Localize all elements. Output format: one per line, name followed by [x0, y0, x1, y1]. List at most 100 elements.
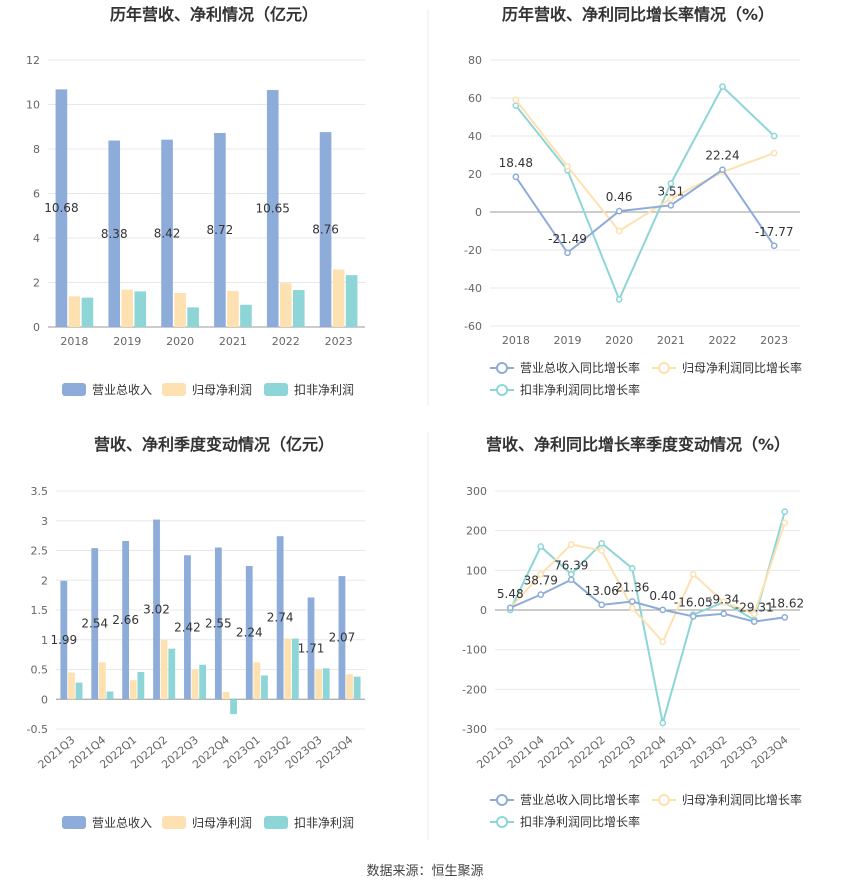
- y-tick-label: -60: [464, 320, 482, 333]
- y-tick-label: 300: [466, 485, 487, 498]
- series-line: [515, 84, 775, 302]
- data-label: -21.49: [548, 232, 587, 246]
- bar: [227, 290, 239, 327]
- legend-marker: [496, 362, 508, 374]
- data-point: [628, 565, 636, 572]
- bar: [91, 548, 99, 700]
- y-tick-label: 0: [41, 693, 48, 706]
- data-point: [512, 173, 520, 181]
- x-tick-label: 2021: [657, 334, 685, 347]
- annual-revenue-profit-chart: 历年营收、净利情况（亿元） 0 2 4 6 8 10 12 2018 2019 2020 2021 20…: [26, 5, 365, 397]
- legend-swatch: [264, 816, 288, 829]
- data-label: 2.66: [112, 613, 139, 627]
- y-tick-label: 20: [468, 168, 482, 181]
- bar: [266, 90, 279, 327]
- y-tick-label: 4: [33, 232, 40, 245]
- data-label: 2.54: [81, 617, 108, 631]
- y-tick-label: 200: [466, 525, 487, 538]
- legend-marker: [496, 816, 508, 828]
- y-tick-label: -40: [464, 282, 482, 295]
- data-label: 8.72: [207, 223, 234, 237]
- bar: [68, 672, 75, 700]
- y-tick-label: 6: [33, 188, 40, 201]
- bar: [121, 289, 134, 327]
- data-point: [750, 610, 758, 618]
- data-label: -16.05: [674, 595, 713, 609]
- quarterly-revenue-profit-chart: 营收、净利季度变动情况（亿元）-0.500.511.522.533.52021Q…: [27, 435, 365, 830]
- x-tick-label: 2022: [709, 334, 737, 347]
- bar: [174, 292, 186, 327]
- data-label: 2.42: [174, 620, 201, 634]
- data-point: [781, 614, 789, 621]
- y-tick-label: 0: [475, 206, 482, 219]
- data-point: [770, 242, 778, 250]
- legend-label: 扣非净利润同比增长率: [520, 814, 640, 829]
- data-point: [781, 508, 789, 515]
- y-tick-label: -200: [462, 683, 487, 696]
- bar: [315, 669, 323, 700]
- quarterly-growth-rate-chart: 营收、净利同比增长率季度变动情况（%） -300 -200 -100 0 100 200 30…: [462, 435, 804, 829]
- data-label: 1.99: [50, 633, 77, 647]
- data-label: 3.02: [143, 602, 170, 616]
- bar: [60, 580, 68, 700]
- chart-title: 营收、净利季度变动情况（亿元）: [94, 435, 334, 454]
- data-label: 38.79: [524, 574, 558, 588]
- y-tick-label: 2: [41, 574, 48, 587]
- data-point: [720, 598, 728, 606]
- data-point: [598, 547, 606, 554]
- legend-swatch: [162, 383, 186, 396]
- bar: [108, 140, 121, 327]
- data-label: 13.06: [585, 584, 619, 598]
- legend-marker: [496, 794, 508, 806]
- x-tick-label: 2023: [325, 335, 353, 348]
- x-tick-label: 2018: [502, 334, 530, 347]
- y-tick-label: 1: [41, 634, 48, 647]
- x-tick-label: 2018: [60, 335, 88, 348]
- y-tick-label: 2.5: [31, 545, 49, 558]
- data-label: -18.62: [765, 596, 804, 610]
- data-label: 8.38: [101, 227, 128, 241]
- y-tick-label: 1.5: [31, 604, 49, 617]
- annual-growth-rate-chart: 历年营收、净利同比增长率情况（%） -60 -40 -20 0 20 40 60 80 2018 2…: [464, 5, 802, 397]
- data-point: [719, 166, 726, 174]
- series-line: [509, 578, 785, 623]
- data-label: 0.46: [606, 190, 633, 204]
- y-tick-label: -300: [462, 723, 487, 736]
- data-point: [537, 543, 545, 550]
- bar: [187, 307, 199, 327]
- bar: [161, 139, 173, 327]
- data-point: [659, 719, 667, 727]
- data-point: [537, 570, 545, 578]
- bar: [322, 668, 330, 700]
- data-point: [615, 227, 623, 235]
- data-source-note: 数据来源：恒生聚源: [366, 864, 484, 879]
- chart-title: 营收、净利同比增长率季度变动情况（%）: [486, 435, 790, 454]
- data-label: 10.65: [256, 202, 290, 216]
- data-label: 8.76: [312, 223, 339, 237]
- bar: [98, 662, 106, 700]
- bar: [68, 296, 81, 327]
- data-label: 76.39: [554, 559, 588, 573]
- y-tick-label: 40: [468, 130, 482, 143]
- data-label: 22.24: [705, 149, 739, 163]
- data-point: [512, 96, 520, 104]
- data-point: [781, 519, 789, 527]
- bar: [240, 304, 252, 327]
- bar: [191, 669, 199, 700]
- data-point: [564, 163, 571, 170]
- data-label: 2.07: [329, 631, 356, 645]
- bar: [353, 676, 361, 700]
- data-point: [770, 149, 778, 157]
- bar: [230, 699, 237, 715]
- data-point: [720, 610, 728, 618]
- bar: [307, 597, 315, 700]
- y-tick-label: 10: [26, 99, 40, 112]
- x-tick-label: 2020: [605, 334, 633, 347]
- data-point: [628, 604, 636, 612]
- data-label: -29.31: [735, 601, 774, 615]
- y-tick-label: 3: [41, 515, 48, 528]
- bar: [245, 565, 253, 700]
- bar: [338, 576, 346, 700]
- data-label: 5.48: [497, 587, 524, 601]
- y-tick-label: 100: [466, 564, 487, 577]
